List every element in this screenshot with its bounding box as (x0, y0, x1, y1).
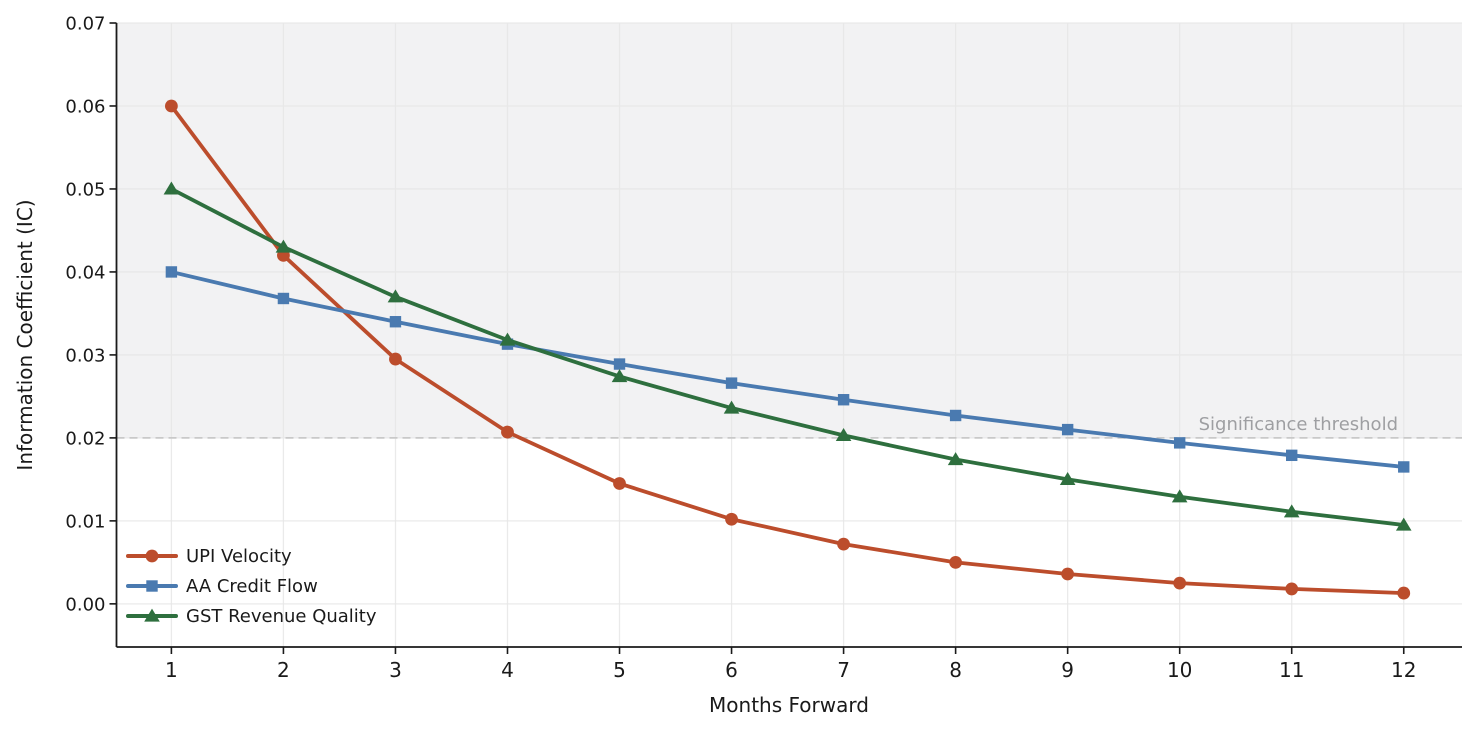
axes-spines-ticks (109, 22, 1462, 654)
y-axis-label: Information Coefficient (IC) (13, 199, 37, 470)
y-tick-label: 0.02 (65, 428, 105, 449)
y-tick-label: 0.03 (65, 345, 105, 366)
x-tick-label: 9 (1061, 658, 1074, 682)
x-tick-labels: 1 2 3 4 5 6 7 8 9 10 11 12 (165, 658, 1416, 682)
legend-marker-circle (126, 549, 178, 563)
series-markers-gst-revenue-quality (163, 181, 1412, 531)
x-tick-label: 10 (1167, 658, 1192, 682)
x-tick-label: 12 (1391, 658, 1416, 682)
legend-label: AA Credit Flow (186, 576, 318, 597)
series-line-gst-revenue-quality (169, 187, 1406, 527)
x-tick-label: 7 (837, 658, 850, 682)
x-tick-label: 6 (725, 658, 738, 682)
legend-item-upi-velocity: UPI Velocity (126, 546, 292, 567)
x-tick-label: 2 (277, 658, 290, 682)
legend-marker-square (126, 580, 178, 592)
y-tick-label: 0.06 (65, 96, 105, 117)
gridlines (116, 22, 1462, 647)
x-tick-label: 5 (613, 658, 626, 682)
series-markers-aa-credit-flow (165, 266, 1410, 473)
legend-marker-triangle (126, 608, 178, 622)
series-aa-credit-flow (165, 266, 1410, 473)
series-markers-upi-velocity (164, 99, 1411, 600)
threshold-label: Significance threshold (1199, 414, 1398, 435)
y-tick-labels: 0.00 0.01 0.02 0.03 0.04 0.05 0.06 0.07 (65, 14, 105, 616)
series-line-aa-credit-flow (169, 270, 1406, 469)
y-tick-label: 0.07 (65, 14, 105, 35)
legend-item-gst-revenue-quality: GST Revenue Quality (126, 606, 377, 627)
threshold-shaded-band (116, 23, 1462, 438)
y-tick-label: 0.05 (65, 179, 105, 200)
legend-item-aa-credit-flow: AA Credit Flow (126, 576, 318, 597)
y-tick-label: 0.04 (65, 262, 105, 283)
legend: UPI Velocity AA Credit Flow GST Revenue … (126, 546, 377, 627)
series-lines (163, 99, 1412, 600)
y-tick-label: 0.00 (65, 594, 105, 615)
series-line-upi-velocity (169, 104, 1406, 595)
x-tick-label: 4 (501, 658, 514, 682)
x-tick-label: 3 (389, 658, 402, 682)
x-axis-label: Months Forward (709, 693, 869, 717)
y-tick-label: 0.01 (65, 511, 105, 532)
series-gst-revenue-quality (163, 181, 1412, 531)
x-tick-label: 11 (1279, 658, 1304, 682)
series-upi-velocity (164, 99, 1411, 600)
legend-label: GST Revenue Quality (186, 606, 377, 627)
x-tick-label: 8 (949, 658, 962, 682)
legend-label: UPI Velocity (186, 546, 292, 567)
x-tick-label: 1 (165, 658, 178, 682)
